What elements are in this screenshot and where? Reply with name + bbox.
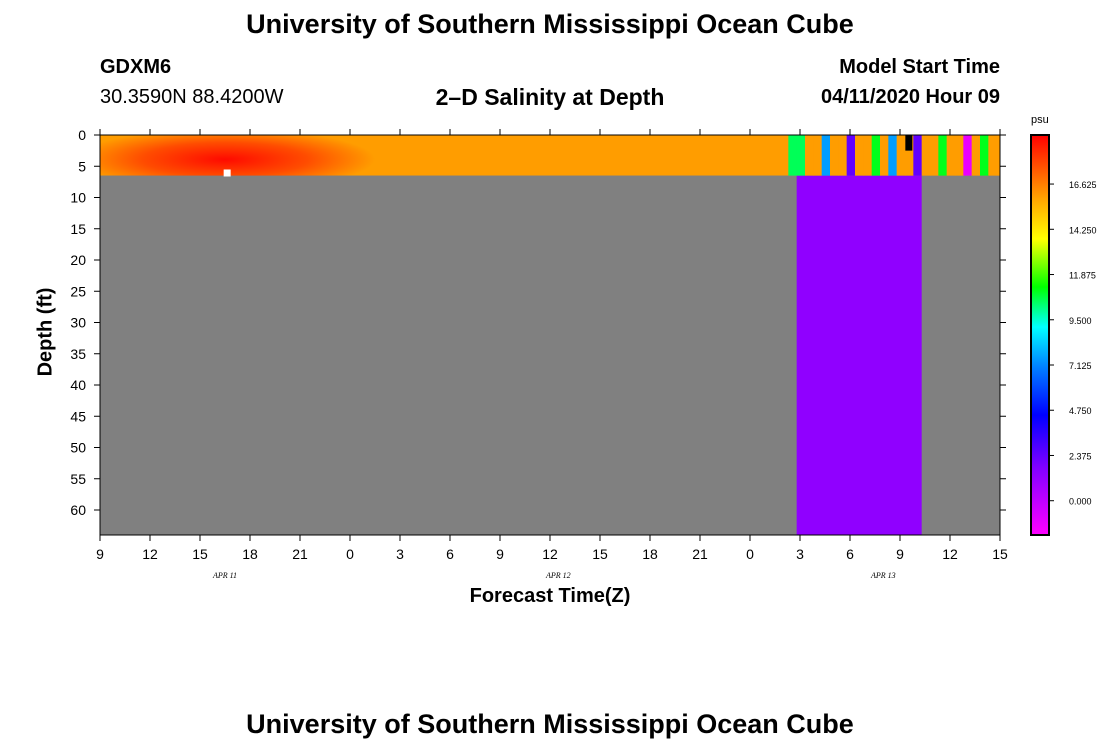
- x-tick-label: 9: [496, 546, 504, 562]
- station-id: GDXM6: [100, 56, 172, 78]
- y-tick-label: 45: [70, 408, 86, 424]
- surface-column-cell: [796, 135, 806, 176]
- y-tick-label: 0: [78, 127, 86, 143]
- y-tick-label: 35: [70, 346, 86, 362]
- colorbar-label: 16.625: [1069, 180, 1097, 190]
- surface-column-cell: [888, 135, 898, 176]
- x-tick-label: 0: [746, 546, 754, 562]
- page-title: University of Southern Mississippi Ocean…: [246, 9, 854, 39]
- y-tick-label: 5: [78, 158, 86, 174]
- x-tick-label: 6: [846, 546, 854, 562]
- y-tick-label: 50: [70, 440, 86, 456]
- surface-column-cell: [913, 135, 923, 176]
- y-tick-label: 60: [70, 502, 86, 518]
- x-tick-label: 9: [96, 546, 104, 562]
- surface-column-cell: [788, 135, 798, 176]
- x-tick-label: 12: [542, 546, 558, 562]
- date-label: APR 12: [545, 571, 571, 580]
- surface-column-cell: [905, 135, 914, 176]
- surface-column-cell: [980, 135, 989, 176]
- x-tick-label: 21: [292, 546, 308, 562]
- colorbar: [1030, 134, 1050, 536]
- surface-column-cell: [955, 135, 964, 176]
- y-tick-label: 30: [70, 315, 86, 331]
- x-tick-label: 18: [242, 546, 258, 562]
- y-tick-label: 25: [70, 283, 86, 299]
- date-label: APR 13: [870, 571, 896, 580]
- surface-column-cell: [838, 135, 848, 176]
- colorbar-label: 11.875: [1069, 271, 1096, 281]
- x-tick-label: 15: [592, 546, 608, 562]
- surface-column-cell: [971, 135, 981, 176]
- x-tick-label: 3: [396, 546, 404, 562]
- x-tick-label: 18: [642, 546, 658, 562]
- surface-column-cell: [846, 135, 856, 176]
- surface-column-cell: [855, 135, 864, 176]
- plot-title: 2–D Salinity at Depth: [435, 84, 665, 110]
- model-start-value: 04/11/2020 Hour 09: [820, 86, 1000, 108]
- y-tick-label: 20: [70, 252, 86, 268]
- surface-column-cell: [996, 135, 1000, 176]
- surface-column-cell: [880, 135, 889, 176]
- colorbar-label: 7.125: [1069, 361, 1092, 371]
- x-tick-label: 15: [992, 546, 1008, 562]
- colorbar-label: 0.000: [1069, 497, 1092, 507]
- x-tick-label: 21: [692, 546, 708, 562]
- x-tick-label: 12: [142, 546, 158, 562]
- y-tick-label: 55: [70, 471, 86, 487]
- surface-column-cell: [830, 135, 839, 176]
- surface-column-cell: [963, 135, 973, 176]
- x-tick-label: 12: [942, 546, 958, 562]
- surface-column-cell: [821, 135, 831, 176]
- y-tick-label: 15: [70, 221, 86, 237]
- colorbar-label: 4.750: [1069, 406, 1092, 416]
- surface-column-cell: [921, 135, 931, 176]
- model-start-label: Model Start Time: [839, 56, 1000, 78]
- surface-column-cell: [863, 135, 873, 176]
- missing-data-cell: [905, 135, 913, 151]
- footer-title: University of Southern Mississippi Ocean…: [246, 709, 854, 739]
- x-tick-label: 3: [796, 546, 804, 562]
- surface-column-cell: [930, 135, 939, 176]
- surface-column-cell: [896, 135, 906, 176]
- date-label: APR 11: [212, 571, 237, 580]
- surface-column-cell: [805, 135, 814, 176]
- colorbar-unit: psu: [1031, 114, 1049, 126]
- data-marker: [223, 169, 231, 177]
- x-tick-label: 0: [346, 546, 354, 562]
- y-tick-label: 10: [70, 190, 86, 206]
- surface-column-cell: [938, 135, 948, 176]
- station-coordinates: 30.3590N 88.4200W: [100, 86, 284, 108]
- colorbar-label: 14.250: [1069, 225, 1097, 235]
- surface-column-cell: [871, 135, 881, 176]
- y-tick-label: 40: [70, 377, 86, 393]
- colorbar-label: 2.375: [1069, 451, 1092, 461]
- surface-column-cell: [813, 135, 823, 176]
- x-tick-label: 15: [192, 546, 208, 562]
- low-salinity-deep-region: [796, 175, 922, 535]
- surface-column-cell: [988, 135, 998, 176]
- x-tick-label: 6: [446, 546, 454, 562]
- x-axis-label: Forecast Time(Z): [469, 585, 631, 607]
- surface-column-cell: [946, 135, 956, 176]
- x-tick-label: 9: [896, 546, 904, 562]
- colorbar-label: 9.500: [1069, 316, 1092, 326]
